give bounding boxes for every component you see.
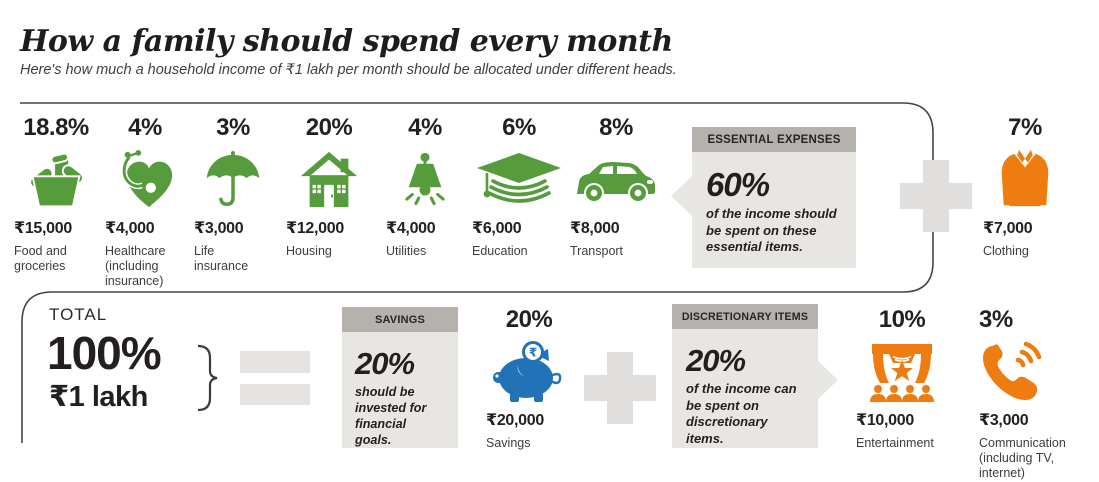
item-label: Healthcare (including insurance): [105, 244, 166, 288]
item-food-groceries: 18.8% ₹15,000 Food and groceries: [14, 114, 98, 274]
percent-value: 7%: [1008, 114, 1042, 141]
callout-header: ESSENTIAL EXPENSES: [692, 127, 856, 152]
item-utilities: 4% ₹4,000 Utilities: [386, 114, 464, 259]
percent-value: 18.8%: [23, 114, 89, 141]
item-label: Transport: [570, 244, 624, 258]
item-communication: 3% ₹3,000 Communication (including TV, i…: [979, 306, 1074, 481]
rupee-coin-glyph: ₹: [529, 346, 537, 360]
item-label: Food and groceries: [14, 244, 67, 273]
amount-value: ₹4,000: [386, 220, 436, 237]
item-savings: 20% ₹ ₹20,000 Savings: [486, 306, 572, 451]
callout-text: of the income can be spent on discretion…: [686, 381, 797, 446]
car-icon: [570, 147, 662, 213]
item-life-insurance: 3% ₹3,000 Life insurance: [194, 114, 272, 274]
callout-percent: 20%: [686, 343, 746, 378]
house-icon: [286, 147, 372, 213]
item-education: 6% ₹6,000 Education: [472, 114, 566, 259]
callout-percent: 60%: [706, 166, 770, 203]
percent-value: 3%: [979, 306, 1013, 333]
phone-icon: [979, 339, 1074, 405]
item-healthcare: 4% ₹4,000 Healthcare (including insuranc…: [105, 114, 185, 289]
curly-brace: [197, 344, 218, 412]
graduation-cap-icon: [472, 147, 566, 213]
shirt-icon: [983, 147, 1067, 213]
callout-arrow-left: [671, 176, 692, 216]
amount-value: ₹3,000: [194, 220, 244, 237]
amount-value: ₹3,000: [979, 412, 1029, 429]
amount-value: ₹7,000: [983, 220, 1033, 237]
page-subtitle: Here's how much a household income of ₹1…: [20, 62, 677, 78]
callout-arrow-right: [818, 361, 838, 399]
stethoscope-heart-icon: [105, 147, 185, 213]
callout-header: SAVINGS: [342, 307, 458, 332]
piggy-bank-icon: ₹: [486, 339, 572, 405]
percent-value: 4%: [128, 114, 162, 141]
plus-icon: [584, 352, 656, 424]
total-amount: ₹1 lakh: [49, 381, 148, 413]
total-label: TOTAL: [49, 305, 108, 324]
amount-value: ₹15,000: [14, 220, 72, 237]
item-label: Clothing: [983, 244, 1029, 258]
amount-value: ₹8,000: [570, 220, 620, 237]
theatre-stage-icon: [856, 339, 948, 405]
callout-text: should be invested for financial goals.: [355, 385, 427, 448]
item-label: Housing: [286, 244, 332, 258]
item-transport: 8% ₹8,000 Transport: [570, 114, 662, 259]
equals-bar-top: [240, 351, 310, 373]
amount-value: ₹4,000: [105, 220, 155, 237]
discretionary-callout: DISCRETIONARY ITEMS 20% of the income ca…: [672, 304, 838, 448]
item-label: Savings: [486, 436, 531, 450]
item-label: Utilities: [386, 244, 427, 258]
item-clothing: 7% ₹7,000 Clothing: [983, 114, 1067, 259]
item-label: Entertainment: [856, 436, 934, 450]
essential-expenses-callout: ESSENTIAL EXPENSES 60% of the income sho…: [671, 127, 856, 268]
percent-value: 3%: [216, 114, 250, 141]
savings-callout: SAVINGS 20% should be invested for finan…: [342, 307, 458, 448]
percent-value: 20%: [305, 114, 353, 141]
equals-bar-bottom: [240, 384, 310, 405]
total-percent: 100%: [47, 327, 162, 379]
item-entertainment: 10% ₹10,000 Entertain: [856, 306, 948, 451]
umbrella-icon: [194, 147, 272, 213]
amount-value: ₹12,000: [286, 220, 344, 237]
item-housing: 20% ₹12,000 Housing: [286, 114, 372, 259]
lamp-icon: [386, 147, 464, 213]
percent-value: 6%: [502, 114, 536, 141]
grocery-basket-icon: [14, 147, 98, 213]
callout-percent: 20%: [355, 346, 415, 381]
amount-value: ₹20,000: [486, 412, 544, 429]
percent-value: 4%: [408, 114, 442, 141]
plus-icon: [900, 160, 972, 232]
percent-value: 10%: [878, 306, 926, 333]
item-label: Life insurance: [194, 244, 249, 273]
amount-value: ₹10,000: [856, 412, 914, 429]
item-label: Communication (including TV, internet): [979, 436, 1066, 480]
page-title: How a family should spend every month: [20, 24, 673, 59]
amount-value: ₹6,000: [472, 220, 522, 237]
callout-text: of the income should be spent on these e…: [706, 206, 837, 255]
item-label: Education: [472, 244, 528, 258]
percent-value: 8%: [599, 114, 633, 141]
percent-value: 20%: [505, 306, 553, 333]
callout-header: DISCRETIONARY ITEMS: [672, 304, 818, 329]
